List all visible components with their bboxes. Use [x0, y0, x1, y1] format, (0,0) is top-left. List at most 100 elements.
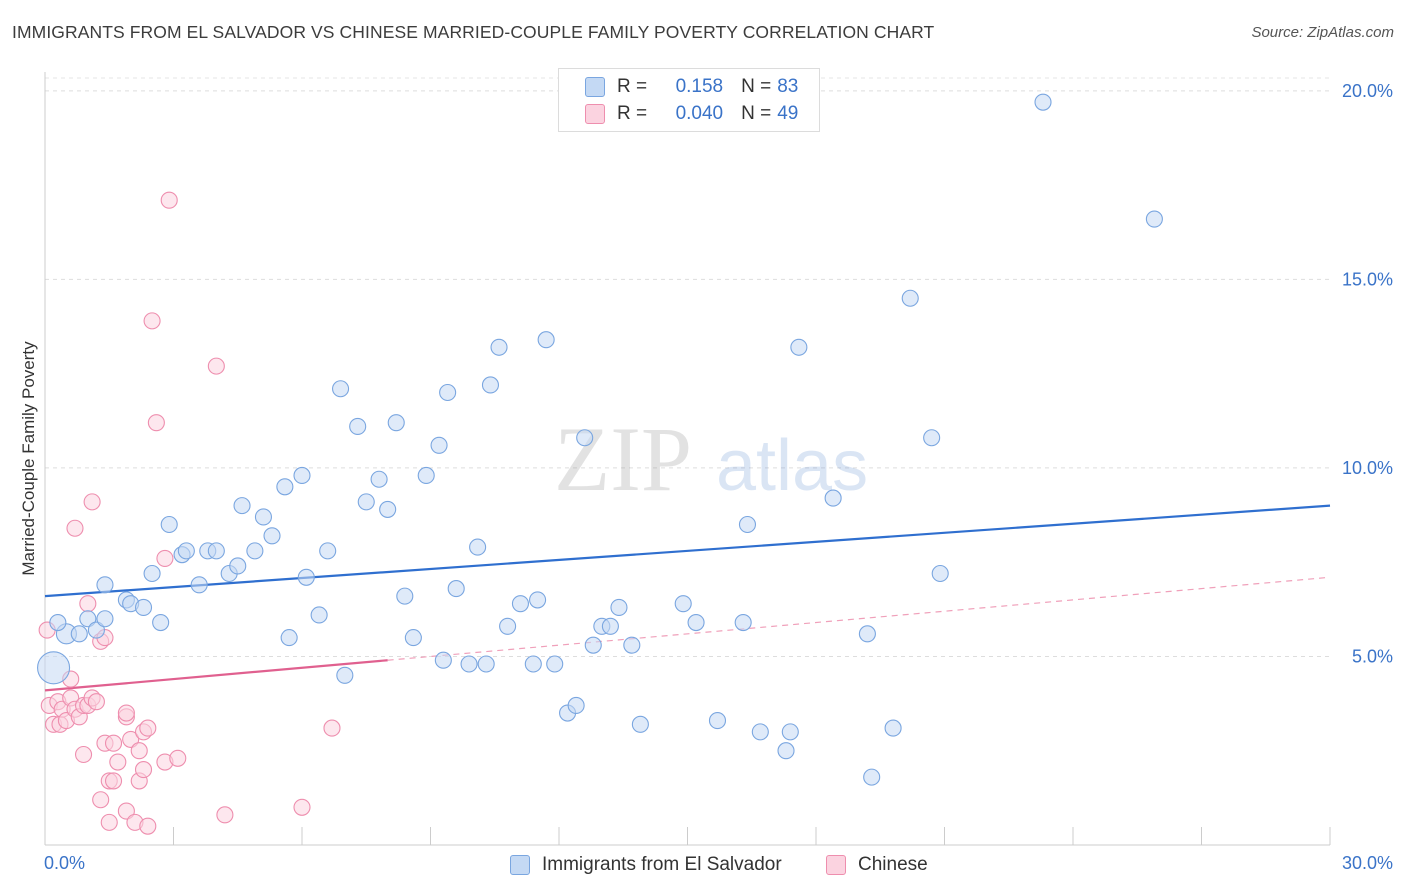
r-label: R =: [617, 103, 648, 124]
data-point: [623, 636, 641, 654]
data-point: [884, 719, 902, 737]
data-point: [923, 429, 941, 447]
data-point: [511, 595, 530, 613]
data-point: [601, 617, 619, 635]
data-point: [349, 417, 367, 435]
data-point: [576, 429, 594, 447]
data-point: [777, 742, 795, 760]
data-point: [160, 191, 178, 209]
data-point: [331, 380, 350, 398]
data-point: [481, 376, 500, 394]
data-point: [477, 655, 495, 673]
data-point: [92, 791, 110, 809]
data-point: [524, 655, 542, 673]
data-point: [751, 723, 769, 741]
r-value: 0.158: [675, 76, 724, 97]
data-point: [117, 704, 135, 722]
data-point: [396, 587, 414, 605]
data-point: [79, 595, 97, 613]
data-point: [160, 515, 178, 534]
data-point: [143, 564, 161, 583]
data-point: [357, 493, 375, 511]
data-point: [631, 715, 649, 733]
data-point: [323, 719, 341, 737]
watermark-zip: ZIP: [554, 408, 692, 510]
data-point: [216, 806, 234, 824]
x-tick-label: 0.0%: [44, 853, 85, 873]
y-tick-label: 15.0%: [1342, 269, 1393, 289]
n-value: 83: [777, 76, 799, 97]
data-point: [417, 466, 435, 485]
data-point: [901, 289, 919, 307]
r-label: R =: [617, 76, 648, 97]
data-point: [447, 580, 465, 598]
data-point: [379, 500, 397, 518]
data-point: [293, 798, 311, 816]
stats-legend: R = 0.158 N = 83 R = 0.040 N = 49: [558, 68, 820, 132]
data-point: [567, 696, 585, 715]
data-point: [190, 576, 208, 594]
data-point: [276, 478, 294, 496]
n-value: 49: [777, 103, 799, 124]
data-point: [404, 629, 422, 647]
legend-label-chinese: Chinese: [858, 854, 928, 875]
legend-item-chinese[interactable]: Chinese: [826, 852, 928, 878]
data-point: [863, 768, 881, 786]
data-point: [104, 734, 123, 752]
data-point: [1145, 210, 1163, 228]
data-point: [370, 470, 388, 488]
data-point: [70, 625, 88, 643]
legend-item-salvador[interactable]: Immigrants from El Salvador: [510, 852, 782, 878]
data-point: [790, 338, 808, 356]
data-point: [734, 613, 752, 632]
n-label: N =: [741, 76, 772, 97]
data-point: [687, 613, 705, 632]
data-point: [156, 549, 174, 567]
data-point: [310, 606, 328, 624]
data-point: [584, 636, 602, 654]
data-point: [100, 813, 118, 831]
data-point: [207, 357, 225, 375]
data-point: [134, 598, 153, 616]
data-point: [469, 538, 487, 556]
stats-legend-row-salvador: R = 0.158 N = 83: [585, 74, 798, 100]
data-point: [96, 576, 114, 594]
data-point: [147, 414, 165, 432]
source-label: Source: ZipAtlas.com: [1251, 24, 1394, 41]
legend-swatch-blue: [510, 855, 530, 875]
legend-swatch-pink: [826, 855, 846, 875]
trend-lines: [44, 504, 1331, 692]
data-point: [37, 651, 71, 685]
data-point: [130, 742, 148, 760]
data-point: [246, 542, 264, 560]
data-point: [117, 802, 135, 820]
data-point: [430, 436, 448, 454]
data-point: [781, 723, 799, 741]
data-point: [143, 312, 161, 330]
r-value: 0.040: [675, 103, 724, 124]
data-point: [177, 542, 195, 560]
data-point: [139, 817, 157, 835]
axis-labels: 5.0% 10.0% 15.0% 20.0% 0.0% 30.0% Married-Coup…: [19, 81, 1393, 873]
data-point: [674, 595, 692, 613]
data-point: [229, 557, 247, 575]
data-point: [708, 712, 727, 730]
data-point: [1034, 93, 1052, 111]
data-point: [169, 749, 187, 767]
chart-title: IMMIGRANTS FROM EL SALVADOR VS CHINESE M…: [12, 22, 935, 42]
legend-label-salvador: Immigrants from El Salvador: [542, 854, 782, 875]
data-point: [254, 508, 273, 526]
x-tick-label: 30.0%: [1342, 853, 1393, 873]
data-point: [207, 542, 225, 560]
n-label: N =: [741, 103, 772, 124]
data-point: [134, 761, 153, 779]
data-point: [931, 564, 949, 583]
data-point: [610, 598, 628, 616]
data-point: [49, 613, 67, 632]
data-point: [499, 617, 517, 635]
trend-line-extension: [387, 576, 1331, 661]
data-point: [263, 527, 281, 545]
data-point: [434, 651, 452, 669]
data-point: [293, 466, 311, 485]
data-point: [537, 331, 555, 349]
